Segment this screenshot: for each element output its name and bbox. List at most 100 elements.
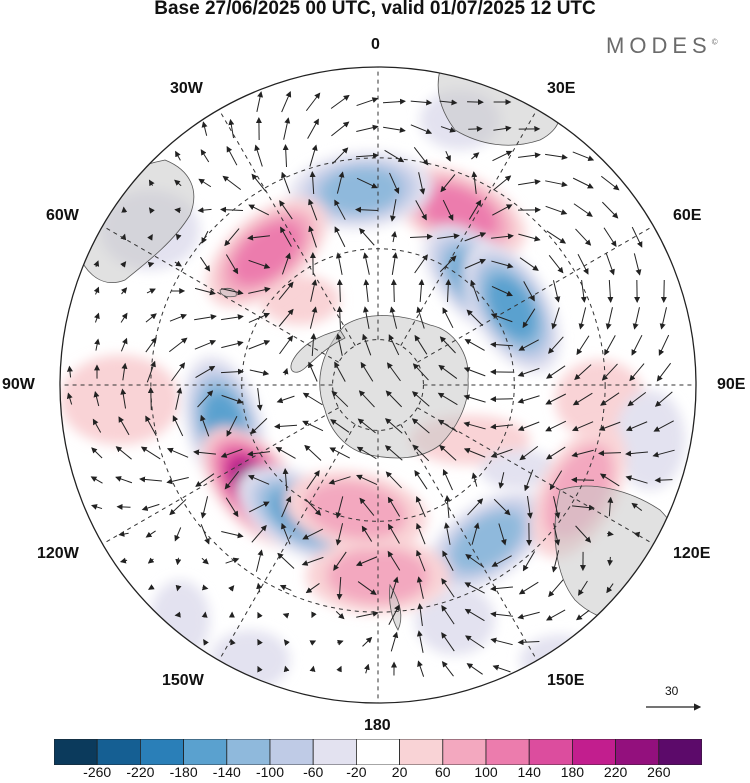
map-title: Base 27/06/2025 00 UTC, valid 01/07/2025… xyxy=(154,0,596,19)
wind-vector xyxy=(388,604,400,625)
wind-vector xyxy=(545,205,568,215)
wind-vector xyxy=(416,522,426,545)
colorbar-tick-label: -60 xyxy=(303,764,324,780)
wind-vector xyxy=(386,362,401,382)
wind-vector xyxy=(148,179,155,187)
wind-vector xyxy=(493,175,512,191)
wind-vector xyxy=(90,476,103,484)
wind-vector xyxy=(440,126,456,133)
positive-anomaly xyxy=(420,184,498,240)
wind-vector xyxy=(467,498,484,516)
wind-vector xyxy=(625,421,648,432)
wind-vector xyxy=(471,522,480,545)
wind-vector xyxy=(410,124,433,135)
wind-vector xyxy=(464,608,485,622)
colorbar-tick-label: 260 xyxy=(647,764,671,780)
wind-vector xyxy=(281,522,291,545)
wind-vector xyxy=(490,611,513,618)
wind-vector xyxy=(281,495,292,518)
wind-vector xyxy=(411,418,430,434)
wind-vector xyxy=(222,175,242,191)
colorbar-swatch xyxy=(183,739,228,765)
wind-vector xyxy=(490,637,513,646)
wind-vector xyxy=(490,341,514,348)
wind-vector xyxy=(309,306,318,329)
wind-vector xyxy=(174,207,181,214)
wind-vector xyxy=(94,338,101,351)
colorbar-tick-label: -260 xyxy=(83,764,112,780)
wind-vector xyxy=(332,147,349,165)
wind-vector xyxy=(91,447,103,459)
wind-vector xyxy=(547,336,564,354)
wind-vector xyxy=(382,98,406,105)
wind-vector xyxy=(384,445,403,461)
wind-vectors xyxy=(66,90,675,677)
wind-vector xyxy=(656,362,672,382)
wind-vector xyxy=(526,496,533,519)
wind-vector xyxy=(247,474,270,485)
wind-vector xyxy=(329,447,350,459)
wind-vector xyxy=(625,450,648,457)
wind-vector xyxy=(441,632,455,652)
wind-vector xyxy=(571,476,595,483)
wind-vector xyxy=(283,639,290,646)
wind-vector xyxy=(66,365,73,378)
wind-vector xyxy=(247,234,270,241)
meridian-line xyxy=(218,424,356,661)
wind-vector xyxy=(220,206,244,213)
wind-vector xyxy=(463,367,486,377)
wind-vector xyxy=(281,252,291,275)
wind-vector xyxy=(221,340,244,349)
wind-vector xyxy=(145,313,157,323)
wind-vector xyxy=(283,117,291,140)
wind-vector xyxy=(118,416,130,436)
wind-vector xyxy=(410,99,433,106)
meridian-line xyxy=(218,109,356,346)
wind-vector xyxy=(145,337,157,353)
wind-vector xyxy=(598,450,622,457)
wind-vector xyxy=(498,472,505,489)
map-boundary xyxy=(59,66,697,704)
colorbar-tick-label: -180 xyxy=(169,764,198,780)
wind-vector xyxy=(310,279,318,302)
wind-vector xyxy=(333,551,347,571)
wind-vector xyxy=(201,121,208,136)
wind-vector xyxy=(466,663,483,675)
wind-vector xyxy=(249,369,270,376)
wind-vector xyxy=(415,495,426,518)
wind-vector xyxy=(490,585,513,592)
wind-vector xyxy=(336,639,344,646)
wind-vector xyxy=(145,415,157,436)
wind-vector xyxy=(221,288,244,296)
wind-vector xyxy=(439,444,457,461)
wind-vector xyxy=(464,232,487,242)
wind-vector xyxy=(439,99,458,106)
wind-vector xyxy=(575,228,592,246)
wind-vector xyxy=(356,177,378,189)
wind-vector xyxy=(301,556,324,566)
wind-vector xyxy=(254,144,263,167)
label-lon-60w: 60W xyxy=(46,207,79,224)
wind-vector xyxy=(546,365,566,379)
wind-vector xyxy=(248,286,271,294)
wind-vector xyxy=(309,640,317,646)
wind-vector xyxy=(437,419,458,433)
wind-vector xyxy=(571,449,594,458)
wind-vector xyxy=(441,605,455,625)
wind-vector xyxy=(391,252,398,275)
wind-vector xyxy=(522,308,536,329)
wind-vector xyxy=(221,531,244,539)
colorbar xyxy=(54,739,702,765)
falkland-islands xyxy=(219,288,237,298)
colorbar-tick-label: 100 xyxy=(474,764,498,780)
meridian-line xyxy=(417,407,654,545)
wind-vector xyxy=(335,496,344,519)
label-lon-90e: 90E xyxy=(717,376,746,393)
wind-vector xyxy=(572,392,593,406)
wind-vector xyxy=(440,174,456,193)
graticule xyxy=(60,67,696,703)
wind-vector xyxy=(302,420,324,432)
wind-vector xyxy=(193,449,216,456)
wind-vector xyxy=(416,630,424,653)
colorbar-tick-label: -220 xyxy=(126,764,155,780)
